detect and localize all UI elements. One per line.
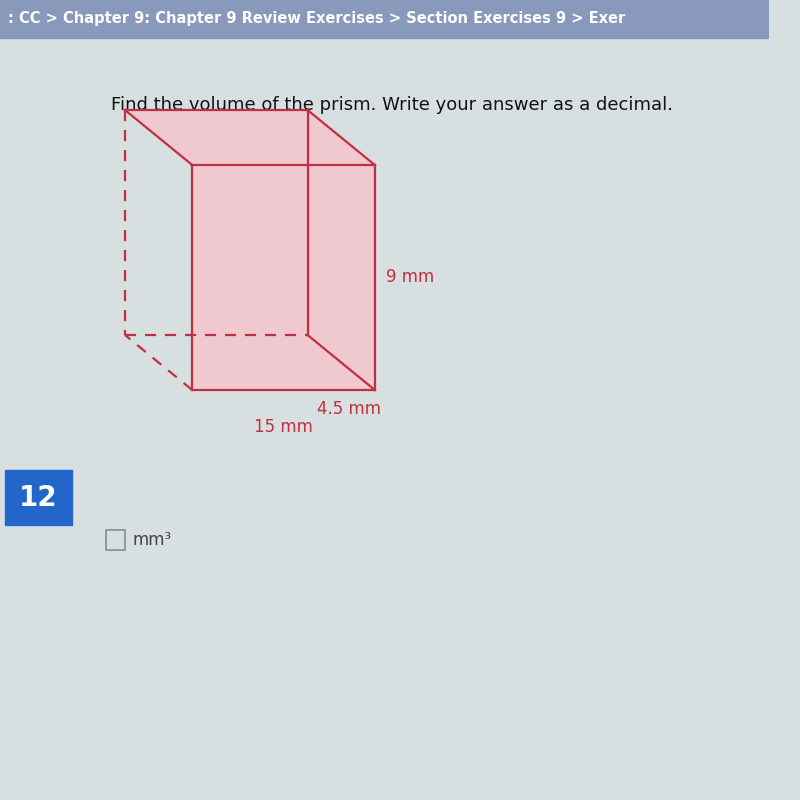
Text: 9 mm: 9 mm [386,269,434,286]
Text: Find the volume of the prism. Write your answer as a decimal.: Find the volume of the prism. Write your… [110,96,673,114]
Text: 12: 12 [19,483,58,511]
Text: 15 mm: 15 mm [254,418,313,436]
Bar [5,470,72,525]
Bar [106,530,125,550]
Bar [0,0,769,38]
Text: mm³: mm³ [133,531,172,549]
Text: 4.5 mm: 4.5 mm [317,400,381,418]
Text: : CC > Chapter 9: Chapter 9 Review Exercises > Section Exercises 9 > Exer: : CC > Chapter 9: Chapter 9 Review Exerc… [8,11,625,26]
